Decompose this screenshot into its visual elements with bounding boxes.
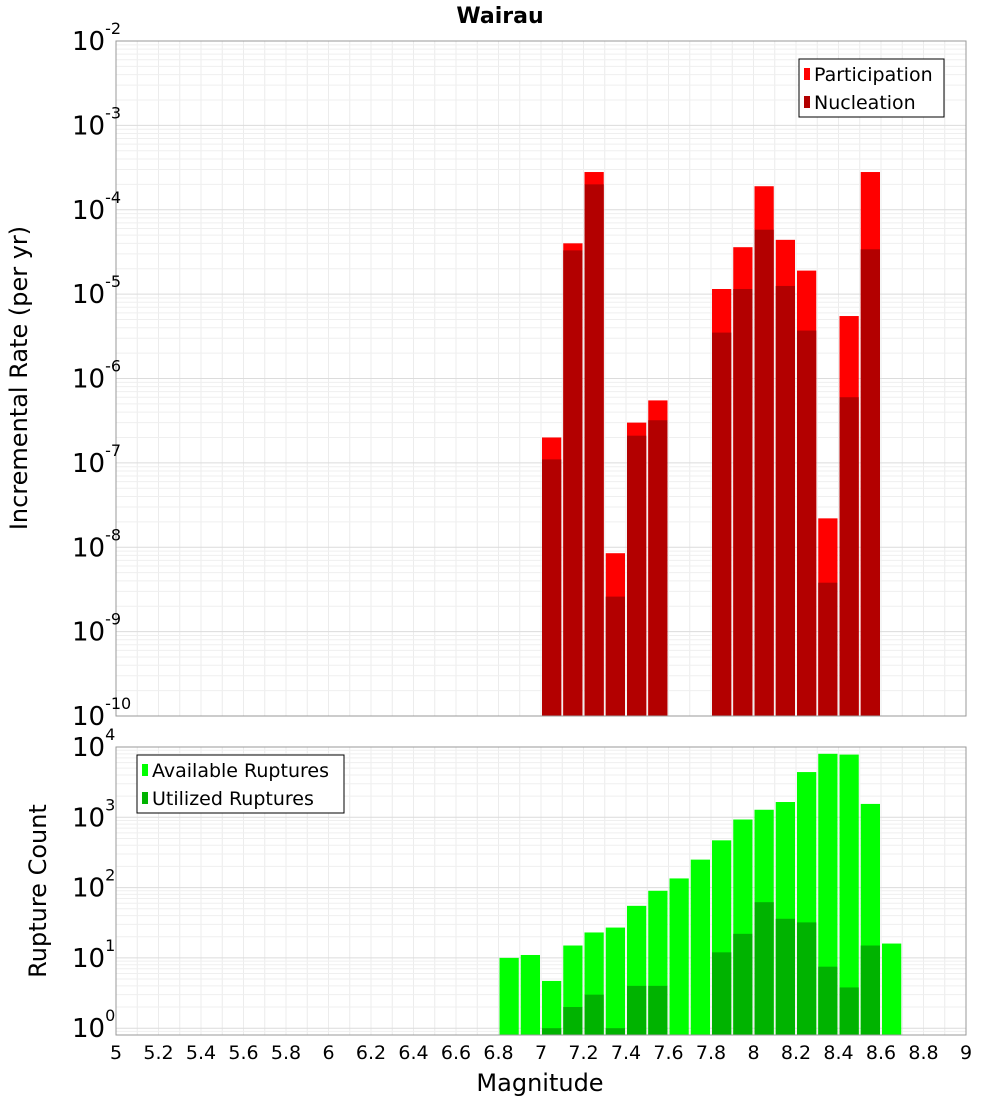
top-bar-b (733, 289, 753, 716)
bottom-bar-b (839, 987, 859, 1035)
x-tick-label: 5.4 (186, 1042, 216, 1064)
bottom-bar-a (520, 954, 540, 1035)
x-tick-label: 6.8 (483, 1042, 513, 1064)
bottom-plot-border (115, 746, 967, 1036)
bottom-bar-b (775, 918, 795, 1035)
top-bar-b (797, 330, 817, 716)
bottom-bar-a (839, 754, 859, 1035)
y-tick-label: 10-7 (72, 441, 121, 479)
top-bar-b (860, 249, 880, 716)
x-tick-label: 7.4 (611, 1042, 641, 1064)
y-tick-label: 100 (72, 1006, 115, 1044)
bottom-bar-a (542, 980, 562, 1035)
x-tick-label: 6.6 (441, 1042, 471, 1064)
y-tick-label: 101 (72, 936, 115, 974)
y-tick-label: 10-3 (72, 103, 121, 141)
bottom-legend: Available Ruptures Utilized Ruptures (136, 754, 345, 814)
bottom-bar-b (648, 985, 668, 1035)
top-bars (542, 172, 880, 717)
top-bar-b (584, 184, 604, 717)
y-tick-label: 10-2 (72, 19, 121, 57)
legend-label: Participation (814, 64, 933, 86)
bottom-y-tick-labels: 100 101 102 103 104 (72, 725, 115, 1044)
x-tick-label: 6.4 (398, 1042, 428, 1064)
bottom-bar-b (733, 933, 753, 1035)
bottom-bar-b (818, 966, 838, 1035)
bottom-bar-b (584, 994, 604, 1035)
y-tick-label: 10-8 (72, 525, 121, 563)
x-tick-label: 5.2 (143, 1042, 173, 1064)
bottom-bar-b (563, 1007, 583, 1035)
y-tick-label: 10-9 (72, 610, 121, 648)
bottom-bar-a (882, 943, 902, 1035)
x-tick-label: 6 (322, 1042, 334, 1064)
bottom-bar-a (605, 927, 625, 1035)
y-tick-label: 103 (72, 795, 115, 833)
legend-swatch (142, 764, 148, 776)
bottom-bar-b (754, 902, 774, 1035)
top-bar-b (648, 420, 668, 716)
legend-swatch (142, 792, 148, 804)
x-tick-label: 8.6 (866, 1042, 896, 1064)
y-tick-label: 10-10 (72, 694, 131, 732)
legend-label: Available Ruptures (152, 760, 329, 782)
top-y-tick-labels: 10-10 10-9 10-8 10-7 10-6 10-5 10-4 10-3 10-2 (72, 19, 131, 732)
x-tick-label: 9 (960, 1042, 972, 1064)
x-tick-labels: 5 5.2 5.4 5.6 5.8 6 6.2 6.4 6.6 6.8 7 7.2 7.4 7.6 7.8 8… (110, 1042, 972, 1064)
bottom-bar-b (627, 985, 647, 1035)
legend-swatch (804, 68, 810, 80)
x-tick-label: 8 (747, 1042, 759, 1064)
top-bar-b (775, 285, 795, 716)
top-bar-b (839, 397, 859, 716)
legend-box (136, 754, 345, 814)
top-bar-b (627, 435, 647, 716)
legend-label: Utilized Ruptures (152, 788, 314, 810)
bottom-bar-a (690, 859, 710, 1035)
top-bar-b (712, 332, 732, 716)
chart-title: Wairau (456, 4, 543, 29)
x-tick-label: 8.2 (781, 1042, 811, 1064)
bottom-bar-b (860, 945, 880, 1035)
bottom-bar-b (712, 952, 732, 1035)
top-plot-border (115, 40, 967, 717)
x-tick-label: 5.8 (271, 1042, 301, 1064)
legend-swatch (804, 96, 810, 108)
x-axis-label: Magnitude (476, 1069, 603, 1097)
y-tick-label: 104 (72, 725, 115, 763)
bottom-bar-a (499, 957, 519, 1035)
top-bar-b (605, 596, 625, 716)
y-tick-label: 102 (72, 866, 115, 904)
x-tick-label: 8.4 (823, 1042, 853, 1064)
bottom-bar-b (542, 1028, 562, 1035)
x-tick-label: 7.8 (696, 1042, 726, 1064)
legend-label: Nucleation (814, 92, 916, 114)
bottom-bar-b (605, 1028, 625, 1035)
top-grid (115, 40, 967, 717)
legend-box (798, 58, 945, 118)
top-y-axis-label: Incremental Rate (per yr) (5, 226, 33, 530)
bottom-bar-b (797, 922, 817, 1035)
top-bar-b (818, 582, 838, 716)
bottom-bar-a (669, 878, 689, 1035)
top-bar-b (542, 459, 562, 716)
x-tick-label: 7 (535, 1042, 547, 1064)
bottom-y-axis-label: Rupture Count (24, 804, 52, 978)
top-bar-b (563, 250, 583, 717)
top-legend: Participation Nucleation (798, 58, 945, 118)
y-tick-label: 10-5 (72, 272, 121, 310)
x-tick-label: 5 (110, 1042, 122, 1064)
y-tick-label: 10-6 (72, 357, 121, 395)
top-bar-b (754, 229, 774, 717)
bottom-bar-a (818, 753, 838, 1035)
x-tick-label: 8.8 (908, 1042, 938, 1064)
bottom-bars (499, 753, 902, 1035)
x-tick-label: 7.2 (568, 1042, 598, 1064)
x-tick-label: 6.2 (356, 1042, 386, 1064)
y-tick-label: 10-4 (72, 188, 121, 226)
x-tick-label: 5.6 (228, 1042, 258, 1064)
x-tick-label: 7.6 (653, 1042, 683, 1064)
